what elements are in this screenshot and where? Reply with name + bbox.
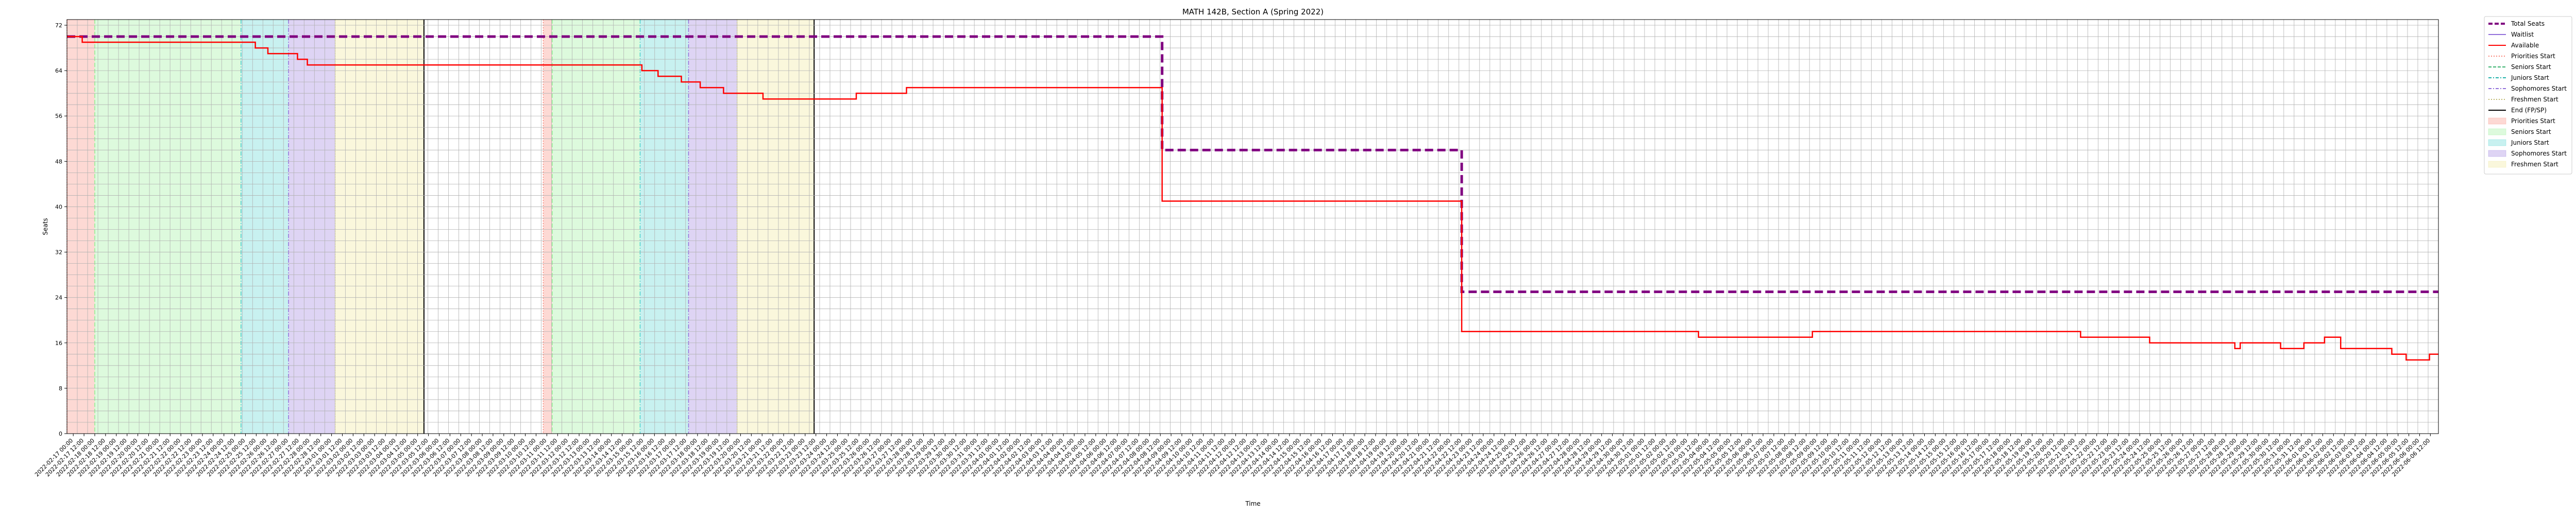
phase-band-juniors-8: [640, 20, 689, 434]
plot-frame: [66, 19, 2439, 434]
series-available: [67, 36, 2438, 361]
legend-swatch-patch: [2488, 161, 2506, 168]
y-tick-label: 56: [55, 113, 62, 119]
phase-band-freshmen-4: [335, 20, 424, 434]
legend-swatch-patch: [2488, 128, 2506, 135]
phase-band-priorities-0: [67, 20, 95, 434]
y-tick-label: 48: [55, 158, 62, 165]
legend-entry-label: Sophomores Start: [2511, 85, 2567, 92]
phase-band-juniors-2: [241, 20, 289, 434]
legend-entry-label: Priorities Start: [2511, 117, 2555, 125]
legend-entry-label: Available: [2511, 42, 2539, 49]
chart-title: MATH 142B, Section A (Spring 2022): [1182, 7, 1324, 16]
phase-band-priorities-6: [543, 20, 552, 434]
legend-entry-label: Waitlist: [2511, 31, 2534, 38]
legend-entry-label: Juniors Start: [2511, 74, 2549, 81]
y-tick-label: 8: [59, 385, 62, 392]
y-tick-label: 64: [55, 67, 62, 74]
legend: Total Seats Waitlist Available Priorities S…: [2484, 16, 2572, 175]
y-tick-label: 16: [55, 340, 62, 347]
y-axis: 0 8 16 24 32 40 48 56 64 72: [55, 22, 67, 437]
x-axis-label: Time: [1245, 500, 1260, 507]
legend-entry-label: End (FP/SP): [2511, 107, 2547, 114]
y-tick-label: 24: [55, 295, 62, 301]
phase-band-freshmen-10: [737, 20, 815, 434]
series-total-seats: [67, 35, 2438, 294]
legend-entry-label: Juniors Start: [2511, 139, 2549, 146]
phase-band-sophomores-9: [688, 20, 737, 434]
legend-swatch-patch: [2488, 117, 2506, 125]
legend-box: [2484, 16, 2572, 175]
series-lines: [67, 35, 2438, 361]
y-tick-label: 32: [55, 249, 62, 256]
legend-swatch-patch: [2488, 150, 2506, 157]
y-tick-label: 0: [59, 431, 62, 437]
legend-entry-label: Freshmen Start: [2511, 161, 2558, 168]
y-tick-label: 40: [55, 203, 62, 210]
phase-band-sophomores-3: [289, 20, 335, 434]
phase-band-seniors-1: [94, 20, 241, 434]
enrollment-phase-bands: [66, 20, 815, 434]
y-tick-label: 72: [55, 22, 62, 29]
y-axis-label: Seats: [42, 218, 49, 235]
legend-entry-label: Priorities Start: [2511, 53, 2555, 60]
legend-entry-label: Seniors Start: [2511, 128, 2551, 135]
legend-entry-label: Total Seats: [2511, 20, 2545, 27]
legend-entry-label: Seniors Start: [2511, 63, 2551, 71]
legend-entry-label: Sophomores Start: [2511, 150, 2567, 157]
legend-entry-label: Freshmen Start: [2511, 96, 2558, 103]
legend-swatch-patch: [2488, 139, 2506, 146]
phase-band-seniors-7: [552, 20, 640, 434]
